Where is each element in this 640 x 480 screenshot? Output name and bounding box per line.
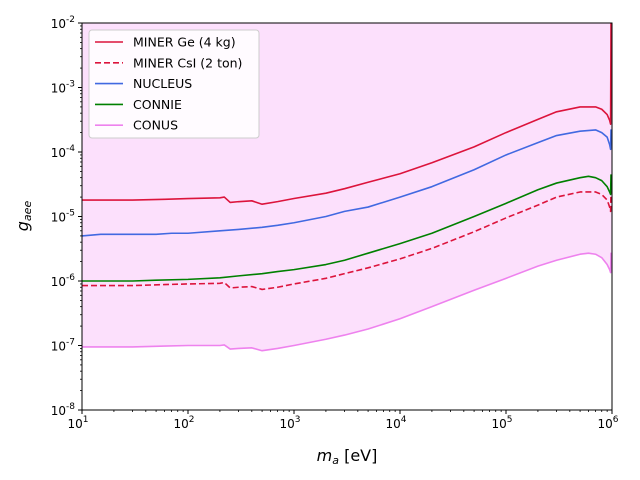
y-axis-label: gaee	[13, 201, 34, 232]
series-lines	[81, 22, 612, 352]
x-tick-label: 105	[491, 415, 512, 431]
y-tick-label: 10-6	[51, 273, 76, 289]
legend-label: MINER Ge (4 kg)	[133, 35, 236, 50]
y-tick-label: 10-8	[51, 402, 76, 418]
y-tick-label: 10-5	[51, 209, 75, 225]
legend-label: CONUS	[133, 118, 178, 133]
y-tick-label: 10-3	[51, 80, 75, 96]
series-line-2	[81, 129, 612, 237]
x-tick-label: 102	[173, 415, 194, 431]
legend-frame	[88, 29, 260, 139]
y-tick-label: 10-4	[51, 144, 76, 160]
series-line-4	[82, 252, 612, 352]
x-tick-label: 101	[67, 415, 88, 431]
y-tick-label: 10-7	[51, 338, 75, 354]
legend-label: CONNIE	[133, 97, 182, 112]
x-axis: 101 102 103 104 105 106	[67, 410, 619, 431]
x-tick-label: 103	[279, 415, 300, 431]
fill-regions	[82, 23, 612, 351]
series-line-3	[82, 174, 612, 282]
x-axis-label: ma [eV]	[317, 446, 378, 467]
y-axis: 10-8 10-7 10-6 10-5 10-4 10-3 10-2	[51, 15, 82, 418]
series-line-1	[82, 191, 612, 291]
y-tick-label: 10-2	[51, 15, 75, 31]
legend: MINER Ge (4 kg) MINER CsI (2 ton) NUCLEUS C…	[88, 29, 260, 139]
series-line-0	[82, 22, 612, 206]
x-tick-label: 104	[385, 415, 406, 431]
x-tick-label: 106	[597, 415, 618, 431]
legend-label: NUCLEUS	[133, 76, 192, 91]
legend-label: MINER CsI (2 ton)	[133, 55, 242, 70]
